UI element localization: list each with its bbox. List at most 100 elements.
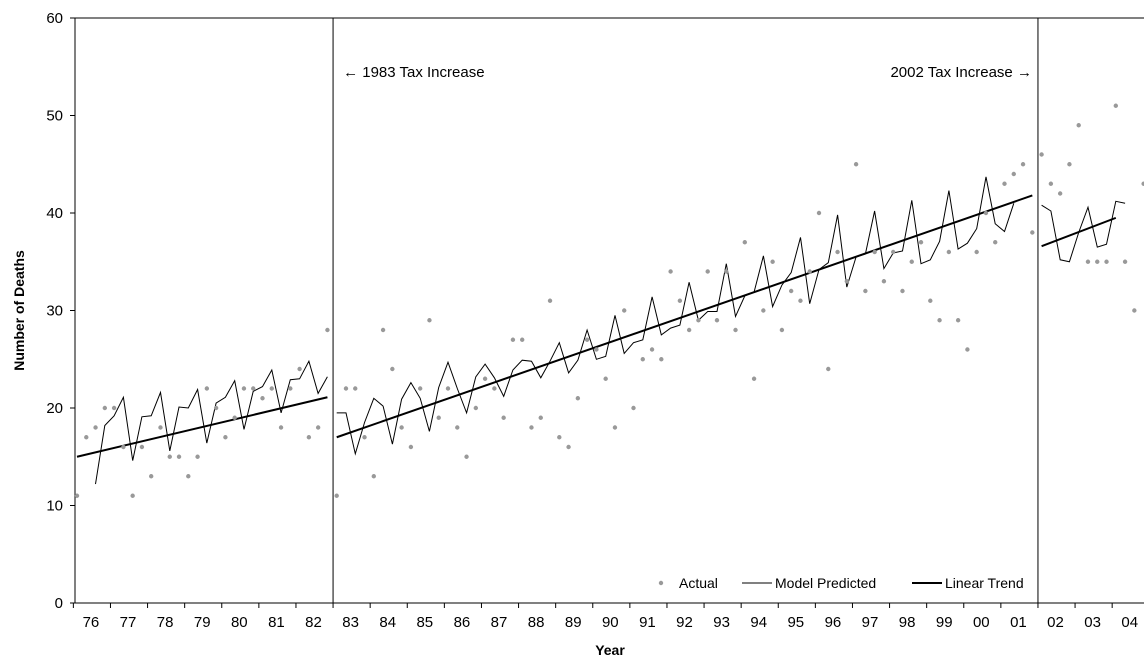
x-tick-label: 82 (305, 614, 322, 631)
actual-point (408, 444, 414, 450)
actual-point (955, 318, 961, 323)
actual-point (816, 210, 822, 216)
x-tick-label: 90 (602, 614, 619, 631)
x-tick-label: 78 (157, 614, 174, 631)
y-tick-label: 50 (46, 108, 63, 125)
x-tick-label: 03 (1084, 614, 1101, 631)
y-tick-label: 60 (46, 10, 63, 27)
x-tick-label: 99 (936, 614, 953, 631)
y-tick-label: 20 (46, 400, 63, 417)
actual-point (631, 405, 636, 411)
trend-segment-2 (336, 194, 1033, 439)
actual-point (900, 288, 905, 294)
actual-point (594, 347, 599, 352)
actual-point (251, 386, 256, 391)
y-tick-label: 30 (46, 303, 63, 320)
actual-point (677, 298, 683, 303)
actual-point (278, 425, 284, 430)
actual-point (798, 298, 803, 303)
annotation-1983: ← 1983 Tax Increase (343, 64, 484, 81)
x-tick-label: 95 (787, 614, 804, 631)
legend-trend-label: Linear Trend (945, 575, 1024, 591)
series-actual (74, 103, 1144, 498)
actual-point (1039, 152, 1044, 157)
actual-point (788, 288, 794, 294)
x-tick-label: 86 (454, 614, 471, 631)
actual-point (399, 425, 404, 430)
actual-point (1113, 103, 1119, 108)
actual-point (1141, 181, 1144, 186)
actual-point (751, 376, 757, 381)
x-tick-label: 87 (491, 614, 508, 631)
model-segment-1 (95, 359, 328, 485)
x-tick-label: 76 (83, 614, 100, 631)
actual-point (269, 386, 274, 391)
actual-point (696, 318, 701, 323)
actual-point (306, 435, 312, 440)
actual-point (584, 337, 590, 342)
x-tick-label: 04 (1121, 614, 1138, 631)
actual-point (501, 415, 506, 420)
actual-point (482, 376, 488, 381)
actual-point (213, 405, 219, 411)
x-tick-label: 02 (1047, 614, 1064, 631)
model-segment-2 (336, 176, 1015, 456)
actual-point (241, 386, 247, 391)
actual-point (1104, 259, 1109, 264)
x-tick-label: 88 (528, 614, 545, 631)
actual-point (937, 318, 942, 323)
actual-point (74, 493, 80, 498)
actual-point (761, 308, 766, 313)
actual-point (1057, 191, 1063, 196)
actual-point (881, 279, 887, 284)
actual-point (1048, 181, 1054, 186)
actual-point (445, 386, 451, 391)
actual-point (362, 435, 367, 440)
actual-point (1067, 162, 1072, 167)
actual-point (288, 386, 293, 391)
actual-point (547, 298, 553, 303)
plot-frame (74, 17, 1144, 604)
actual-point (111, 405, 117, 411)
x-tick-label: 98 (899, 614, 916, 631)
actual-point (649, 347, 655, 352)
actual-point (473, 405, 479, 411)
x-tick-label: 89 (565, 614, 582, 631)
actual-point (1122, 259, 1128, 264)
x-tick-label: 91 (639, 614, 656, 631)
actual-point (640, 357, 645, 362)
actual-point (130, 493, 135, 498)
actual-point (742, 240, 747, 245)
actual-point (464, 454, 469, 459)
actual-point (176, 454, 182, 459)
model-segment-3 (1041, 200, 1126, 263)
actual-point (195, 454, 200, 459)
actual-point (668, 269, 673, 274)
x-tick-label: 81 (268, 614, 285, 631)
event-lines (332, 18, 1039, 603)
annotations: ← 1983 Tax Increase 2002 Tax Increase → (343, 64, 1032, 81)
actual-point (826, 366, 831, 372)
legend-actual-marker (658, 580, 664, 586)
actual-point (1020, 162, 1026, 167)
actual-point (325, 327, 330, 333)
actual-point (492, 386, 497, 391)
x-tick-label: 84 (379, 614, 396, 631)
actual-point (705, 269, 710, 274)
actual-point (1132, 308, 1137, 313)
actual-point (84, 435, 89, 440)
annotation-2002: 2002 Tax Increase → (890, 64, 1031, 81)
actual-point (891, 249, 896, 255)
y-axis: 0 10 20 30 40 50 60 (46, 10, 75, 612)
actual-point (557, 435, 562, 440)
actual-point (1095, 259, 1100, 264)
actual-point (343, 386, 349, 391)
x-tick-label: 83 (342, 614, 359, 631)
x-tick-label: 77 (120, 614, 137, 631)
actual-point (232, 415, 237, 420)
actual-point (724, 269, 729, 274)
actual-point (417, 386, 423, 391)
actual-point (380, 327, 386, 333)
actual-point (974, 249, 979, 255)
actual-point (260, 396, 265, 401)
